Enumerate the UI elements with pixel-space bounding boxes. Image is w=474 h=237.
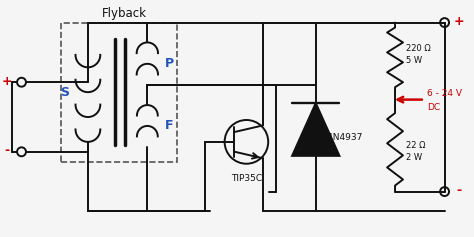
Text: 6 - 24 V: 6 - 24 V <box>427 89 462 98</box>
Polygon shape <box>292 103 339 156</box>
Text: P: P <box>164 57 173 70</box>
Text: 220 Ω
5 W: 220 Ω 5 W <box>406 44 431 65</box>
Text: 1N4937: 1N4937 <box>328 133 363 142</box>
Text: TIP35C: TIP35C <box>231 174 262 183</box>
Text: DC: DC <box>427 103 440 112</box>
Text: F: F <box>165 119 173 132</box>
Text: -: - <box>4 144 9 157</box>
Text: Flyback: Flyback <box>101 7 146 20</box>
Text: -: - <box>457 184 462 197</box>
Text: 22 Ω
2 W: 22 Ω 2 W <box>406 141 426 162</box>
Text: S: S <box>61 86 70 99</box>
Text: +: + <box>1 75 12 88</box>
Text: +: + <box>454 15 465 28</box>
